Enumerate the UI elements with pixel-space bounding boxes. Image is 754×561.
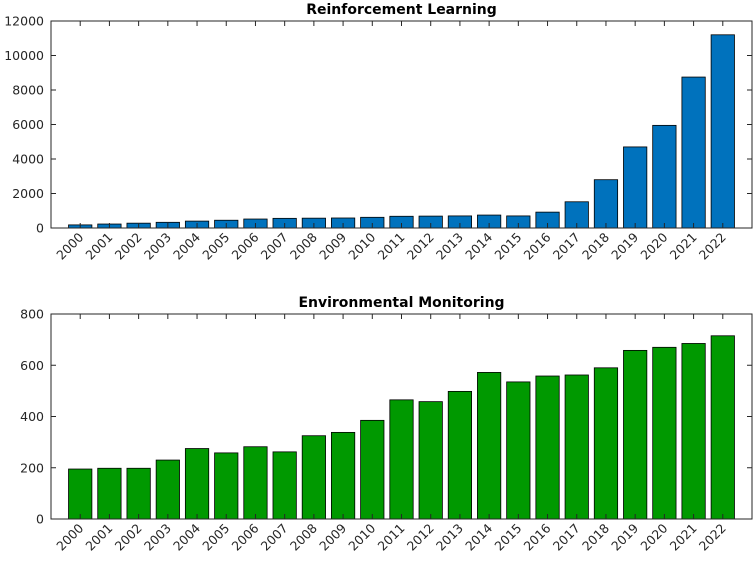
bar-env-2000 (68, 468, 93, 520)
bar-env-2001 (97, 467, 122, 520)
bar-env-2006 (243, 446, 268, 520)
y-tick-label: 800 (20, 307, 44, 322)
x-tick-label: 2015 (491, 521, 524, 554)
x-tick-label: 2000 (53, 229, 86, 262)
x-tick-label: 2005 (199, 521, 232, 554)
y-tick-label: 0 (36, 512, 44, 527)
bar-rl-2019 (623, 146, 648, 229)
bar-env-2017 (564, 374, 589, 520)
chart-environmental-monitoring: Environmental Monitoring 0 200 400 600 800 200… (20, 295, 753, 554)
bar-env-2009 (330, 431, 356, 520)
bar-env-2002 (126, 467, 151, 520)
x-tick-label: 2010 (345, 520, 378, 553)
x-tick-label: 2014 (462, 229, 495, 262)
x-tick-label: 2018 (579, 520, 612, 553)
x-tick-label: 2017 (550, 521, 583, 554)
bar-env-2021 (681, 343, 706, 520)
x-tick-label: 2004 (170, 520, 203, 553)
y-tick-label: 200 (20, 460, 44, 475)
y-tick-label: 600 (20, 358, 44, 373)
y-tick-label: 8000 (12, 83, 44, 98)
y-tick-label: 4000 (12, 152, 44, 167)
bar-env-2007 (272, 451, 297, 520)
x-tick-label: 2007 (258, 230, 291, 263)
x-tick-label: 2002 (112, 521, 145, 554)
chart-title: Reinforcement Learning (306, 2, 497, 18)
bar-rl-2022 (710, 34, 735, 229)
bar-env-2015 (506, 381, 531, 520)
x-tick-label: 2009 (316, 229, 349, 262)
x-tick-label: 2016 (521, 520, 554, 553)
x-tick-label: 2003 (141, 521, 174, 554)
bar-env-2016 (535, 375, 560, 520)
x-tick-label: 2011 (375, 230, 408, 263)
chart-title: Environmental Monitoring (298, 295, 504, 311)
x-tick-label: 2020 (637, 229, 670, 262)
x-tick-label: 2020 (637, 520, 670, 553)
x-tick-label: 2014 (462, 520, 495, 553)
bar-env-2014 (477, 372, 502, 520)
bar-env-2008 (301, 435, 326, 520)
bar-env-2019 (623, 349, 648, 520)
x-tick-label: 2019 (608, 520, 641, 553)
bar-env-2003 (155, 459, 180, 520)
x-tick-label: 2018 (579, 229, 612, 262)
x-tick-label: 2001 (82, 521, 115, 554)
x-tick-label: 2017 (550, 230, 583, 263)
x-tick-label: 2013 (433, 521, 466, 554)
chart-reinforcement-learning: Reinforcement Learning 0 2000 4000 6000 8000 1… (4, 2, 753, 263)
x-tick-label: 2021 (667, 230, 700, 263)
x-tick-label: 2004 (170, 229, 203, 262)
x-tick-label: 2009 (316, 520, 349, 553)
y-tick-label: 6000 (12, 117, 44, 132)
bar-rl-2018 (593, 179, 619, 229)
x-tick-label: 2008 (287, 520, 320, 553)
y-tick-label: 10000 (4, 48, 44, 63)
x-tick-label: 2001 (82, 230, 115, 263)
x-tick-label: 2006 (228, 520, 261, 553)
x-tick-label: 2011 (375, 521, 408, 554)
bar-env-2004 (184, 448, 210, 520)
x-tick-label: 2002 (112, 230, 145, 263)
x-tick-label: 2012 (404, 521, 437, 554)
x-tick-label: 2008 (287, 229, 320, 262)
x-tick-label: 2016 (521, 229, 554, 262)
bar-rl-2021 (681, 76, 706, 229)
bar-env-2010 (360, 419, 385, 520)
y-tick-label: 400 (20, 409, 44, 424)
x-tick-label: 2010 (345, 229, 378, 262)
bar-env-2012 (418, 401, 443, 520)
x-tick-label: 2005 (199, 230, 232, 263)
y-tick-label: 2000 (12, 186, 44, 201)
bar-env-2020 (652, 346, 677, 520)
x-tick-label: 2022 (696, 521, 729, 554)
bar-env-2005 (214, 452, 239, 520)
bar-rl-2020 (652, 124, 677, 229)
bar-env-2022 (710, 335, 735, 520)
x-tick-label: 2021 (667, 521, 700, 554)
y-tick-label: 0 (36, 221, 44, 236)
bar-env-2018 (593, 367, 619, 520)
x-tick-label: 2000 (53, 520, 86, 553)
x-tick-label: 2012 (404, 230, 437, 263)
x-tick-label: 2022 (696, 230, 729, 263)
x-tick-label: 2019 (608, 229, 641, 262)
x-tick-label: 2015 (491, 230, 524, 263)
bar-env-2013 (447, 390, 473, 520)
x-tick-label: 2003 (141, 230, 174, 263)
x-tick-label: 2013 (433, 230, 466, 263)
x-tick-label: 2007 (258, 521, 291, 554)
x-tick-label: 2006 (228, 229, 261, 262)
bar-env-2011 (389, 399, 414, 520)
y-tick-label: 12000 (4, 14, 44, 29)
